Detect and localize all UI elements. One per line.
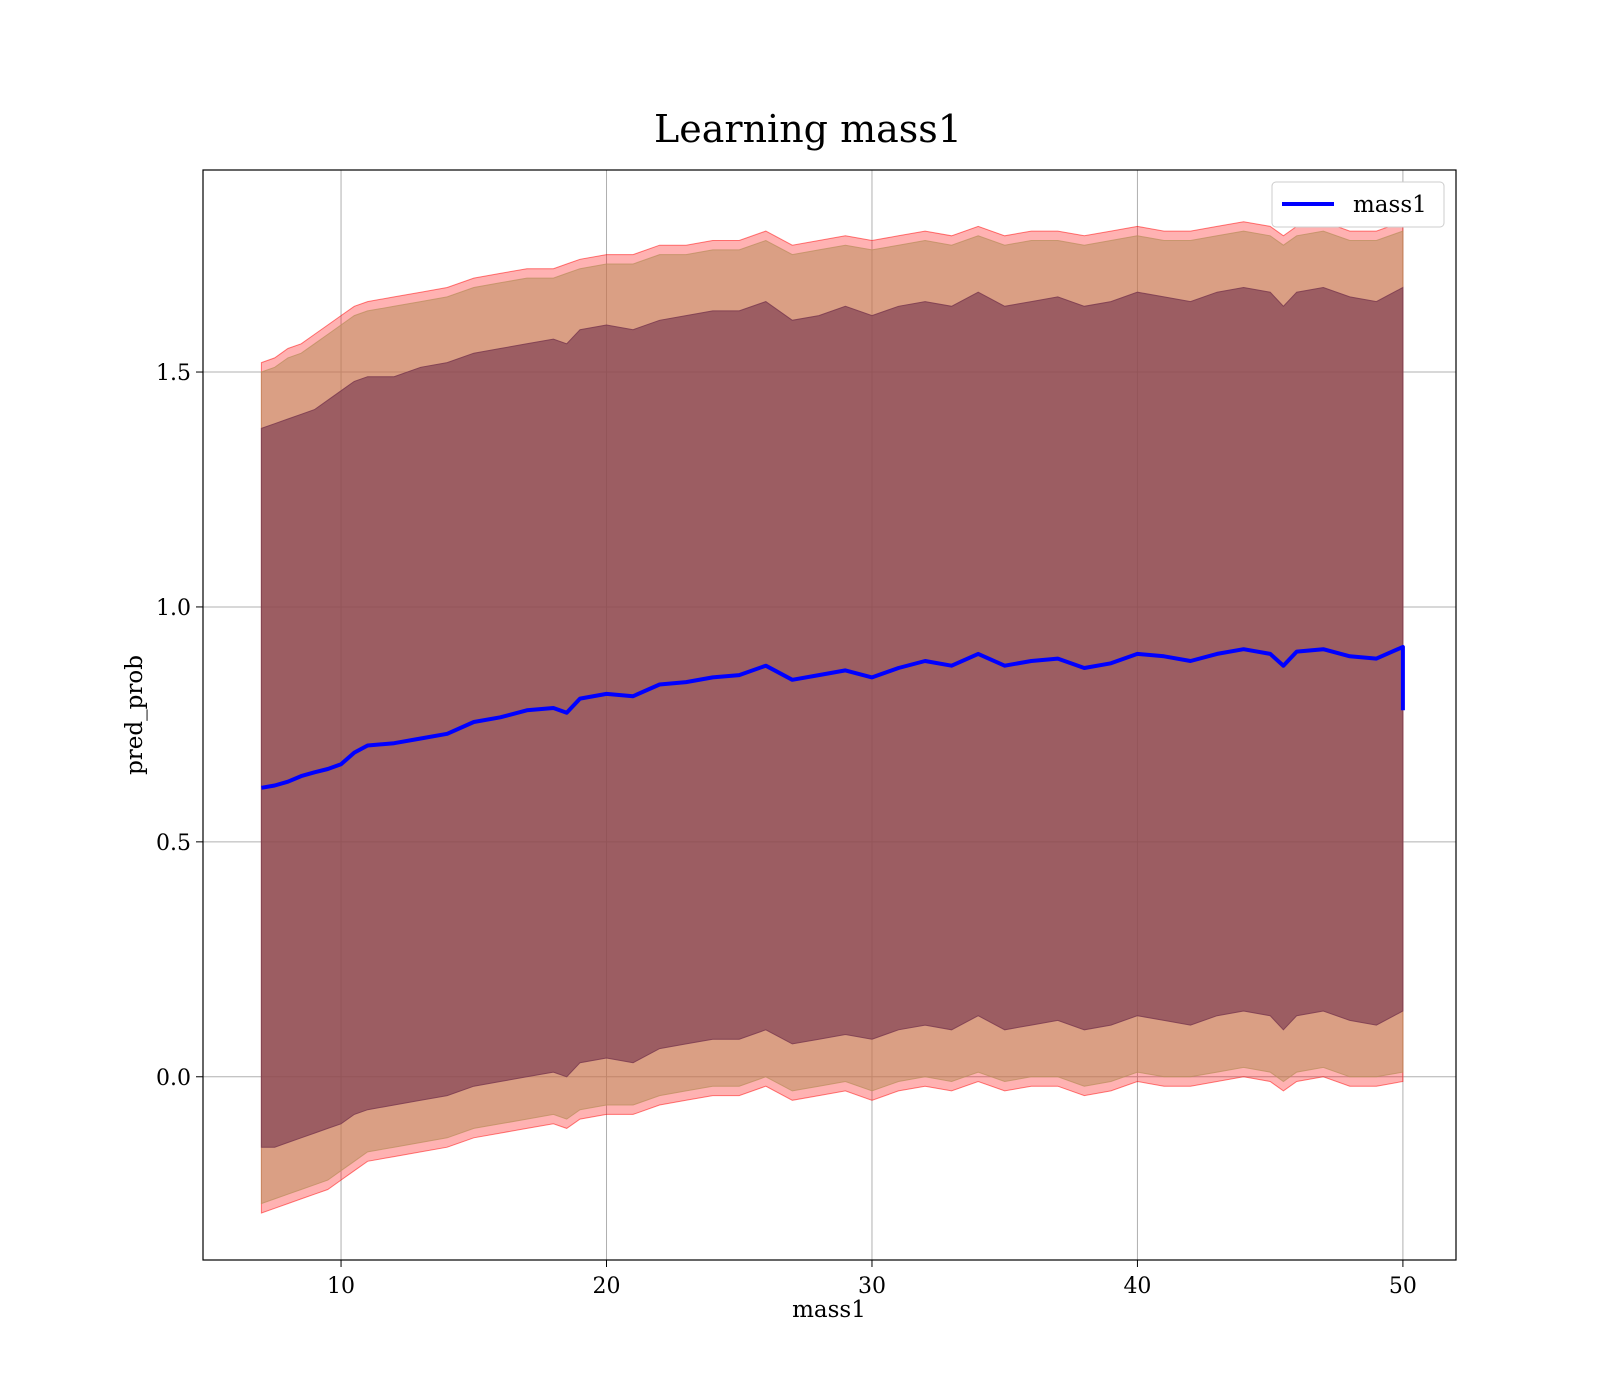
y-tick-label: 1.5	[156, 361, 191, 386]
y-tick-label: 1.0	[156, 596, 191, 621]
uncertainty-bands	[260, 220, 1404, 1214]
y-tick-label: 0.0	[156, 1066, 191, 1091]
legend-entry-mass1: mass1	[1353, 192, 1427, 218]
x-tick-label: 50	[1389, 1274, 1417, 1299]
x-tick-label: 20	[593, 1274, 621, 1299]
y-tick-label: 0.5	[156, 831, 191, 856]
uncertainty-band-3	[260, 286, 1404, 1148]
x-tick-label: 10	[327, 1274, 355, 1299]
x-axis-label: mass1	[792, 1297, 866, 1323]
plot-frame	[202, 169, 1457, 1261]
y-axis: 0.0 0.5 1.0 1.5	[156, 361, 203, 1091]
x-tick-label: 40	[1123, 1274, 1151, 1299]
legend: mass1	[1271, 181, 1445, 228]
y-axis-label: pred_prob	[122, 655, 148, 775]
legend-box	[1271, 181, 1445, 228]
x-tick-label: 30	[858, 1274, 886, 1299]
series-line-mass1	[261, 644, 1405, 790]
series-lines	[261, 644, 1405, 790]
x-axis: 10 20 30 40 50	[327, 1260, 1417, 1299]
chart-title: Learning mass1	[654, 107, 962, 151]
